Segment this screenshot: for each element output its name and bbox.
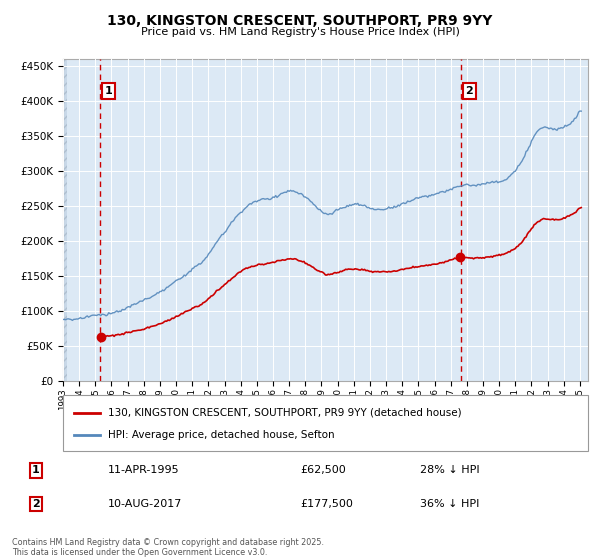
Text: HPI: Average price, detached house, Sefton: HPI: Average price, detached house, Seft… [107,430,334,440]
Text: 28% ↓ HPI: 28% ↓ HPI [420,465,479,475]
Text: £62,500: £62,500 [300,465,346,475]
FancyBboxPatch shape [63,395,588,451]
Text: 11-APR-1995: 11-APR-1995 [108,465,179,475]
Text: 2: 2 [466,86,473,96]
Text: 10-AUG-2017: 10-AUG-2017 [108,499,182,509]
Text: 130, KINGSTON CRESCENT, SOUTHPORT, PR9 9YY: 130, KINGSTON CRESCENT, SOUTHPORT, PR9 9… [107,14,493,28]
Text: Price paid vs. HM Land Registry's House Price Index (HPI): Price paid vs. HM Land Registry's House … [140,27,460,37]
Text: 130, KINGSTON CRESCENT, SOUTHPORT, PR9 9YY (detached house): 130, KINGSTON CRESCENT, SOUTHPORT, PR9 9… [107,408,461,418]
Text: 2: 2 [32,499,40,509]
Text: Contains HM Land Registry data © Crown copyright and database right 2025.
This d: Contains HM Land Registry data © Crown c… [12,538,324,557]
Text: £177,500: £177,500 [300,499,353,509]
Bar [63,59,67,381]
Text: 36% ↓ HPI: 36% ↓ HPI [420,499,479,509]
Text: 1: 1 [32,465,40,475]
Text: 1: 1 [105,86,113,96]
